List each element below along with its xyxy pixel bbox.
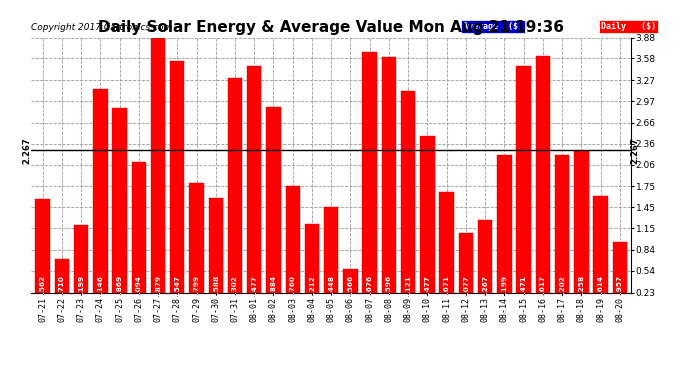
Bar [55, 259, 69, 309]
Title: Daily Solar Energy & Average Value Mon Aug 21 19:36: Daily Solar Energy & Average Value Mon A… [98, 20, 564, 35]
Bar [497, 155, 511, 309]
Text: 1.760: 1.760 [290, 275, 296, 298]
Text: 0.566: 0.566 [348, 275, 353, 298]
Bar [286, 186, 300, 309]
Bar [228, 78, 242, 309]
Bar [189, 183, 204, 309]
Text: 2.477: 2.477 [424, 275, 431, 298]
Bar [478, 220, 493, 309]
Bar [74, 225, 88, 309]
Text: 3.121: 3.121 [405, 275, 411, 298]
Bar [132, 162, 146, 309]
Text: 1.077: 1.077 [463, 275, 469, 298]
Text: 2.199: 2.199 [502, 275, 507, 298]
Bar [555, 155, 569, 309]
Bar [324, 207, 338, 309]
Text: 3.471: 3.471 [520, 275, 526, 298]
Text: 2.258: 2.258 [578, 275, 584, 298]
Text: 2.869: 2.869 [117, 275, 123, 298]
Text: Daily   ($): Daily ($) [602, 22, 656, 31]
Bar [343, 269, 357, 309]
Text: 3.477: 3.477 [251, 275, 257, 298]
Text: 0.710: 0.710 [59, 275, 65, 298]
Bar [112, 108, 127, 309]
Text: 2.202: 2.202 [559, 275, 565, 298]
Bar [516, 66, 531, 309]
Text: 1.614: 1.614 [598, 275, 604, 298]
Bar [35, 200, 50, 309]
Text: 1.448: 1.448 [328, 275, 334, 298]
Bar [305, 224, 319, 309]
Text: 3.302: 3.302 [232, 275, 238, 298]
Text: Copyright 2017 Cartronics.com: Copyright 2017 Cartronics.com [31, 23, 172, 32]
Bar [459, 233, 473, 309]
Text: 3.879: 3.879 [155, 275, 161, 298]
Text: 1.799: 1.799 [193, 275, 199, 298]
Text: 3.617: 3.617 [540, 275, 546, 298]
Text: 0.957: 0.957 [617, 275, 623, 298]
Text: 1.671: 1.671 [444, 275, 450, 298]
Bar [613, 242, 627, 309]
Bar [535, 56, 550, 309]
Bar [440, 192, 454, 309]
Text: 2.094: 2.094 [136, 275, 142, 298]
Text: 2.884: 2.884 [270, 275, 277, 298]
Text: 2.267: 2.267 [631, 137, 640, 164]
Bar [170, 61, 184, 309]
Bar [93, 89, 108, 309]
Bar [382, 57, 396, 309]
Text: 2.267: 2.267 [23, 137, 32, 164]
Text: 1.588: 1.588 [213, 275, 219, 298]
Bar [574, 151, 589, 309]
Text: 3.547: 3.547 [175, 275, 180, 298]
Bar [420, 135, 435, 309]
Text: 1.267: 1.267 [482, 275, 488, 298]
Text: 3.676: 3.676 [366, 275, 373, 298]
Bar [362, 52, 377, 309]
Bar [208, 198, 223, 309]
Text: 1.212: 1.212 [309, 275, 315, 298]
Text: 1.199: 1.199 [78, 275, 84, 298]
Text: 3.596: 3.596 [386, 275, 392, 298]
Text: Average  ($): Average ($) [463, 22, 523, 31]
Bar [247, 66, 262, 309]
Bar [151, 38, 165, 309]
Bar [593, 196, 608, 309]
Text: 3.146: 3.146 [97, 275, 104, 298]
Bar [401, 90, 415, 309]
Bar [266, 107, 281, 309]
Text: 1.562: 1.562 [39, 275, 46, 298]
